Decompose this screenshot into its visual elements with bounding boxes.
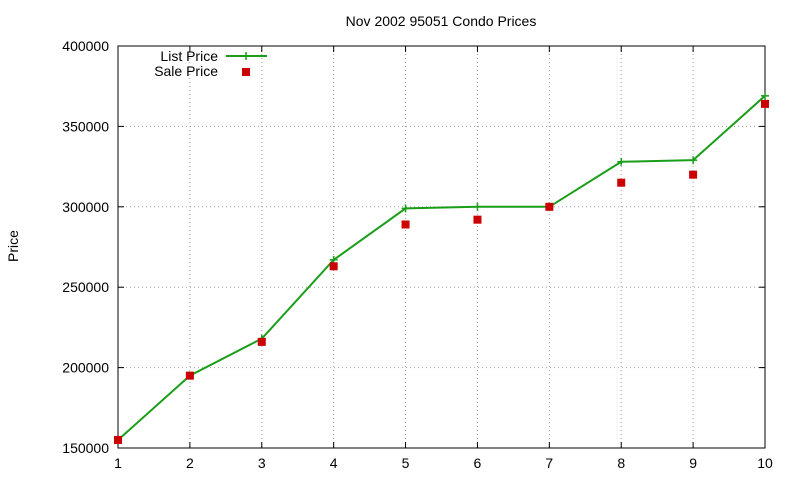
x-tick-label: 10 [757,455,773,471]
plot-border [117,45,766,449]
sale-price-point [185,371,194,380]
sale-price-point [545,202,554,211]
x-tick-label: 9 [689,455,697,471]
sale-price-point [329,262,338,271]
chart-title: Nov 2002 95051 Condo Prices [346,13,537,29]
x-tick-label: 6 [474,455,482,471]
sale-price-point [761,99,769,108]
x-tick-label: 7 [545,455,553,471]
y-tick-label: 200000 [62,360,109,376]
legend-label-list-price: List Price [160,48,218,64]
x-tick-label: 4 [330,455,338,471]
y-tick-label: 350000 [62,118,109,134]
x-tick-label: 3 [258,455,266,471]
legend-label-sale-price: Sale Price [154,63,218,79]
x-tick-label: 5 [402,455,410,471]
list-price-point [761,91,769,100]
y-tick-label: 300000 [62,199,109,215]
sale-price-point [689,170,698,179]
x-tick-label: 2 [186,455,194,471]
y-tick-label: 150000 [62,440,109,456]
data-series [114,91,769,444]
y-tick-label: 400000 [62,38,109,54]
y-tick-label: 250000 [62,279,109,295]
list-price-point [401,204,410,213]
y-axis-label: Price [5,230,21,262]
x-tick-label: 1 [114,455,122,471]
list-price-point [473,202,482,211]
list-price-point [617,157,626,166]
axes [117,45,766,449]
sale-price-point [257,337,266,346]
sale-price-point [401,220,410,229]
legend-marker-sale-price [242,68,250,76]
tick-labels: 1 2 3 4 5 6 7 8 9 10 150000 200000 250000 300000 35000… [62,38,773,471]
list-price-line [117,95,766,441]
list-price-point [689,156,698,165]
grid-lines [118,46,765,448]
sale-price-point [617,178,626,187]
sale-price-point [473,215,482,224]
x-tick-label: 8 [617,455,625,471]
legend-marker-list-price [242,52,250,60]
sale-price-point [114,435,122,444]
